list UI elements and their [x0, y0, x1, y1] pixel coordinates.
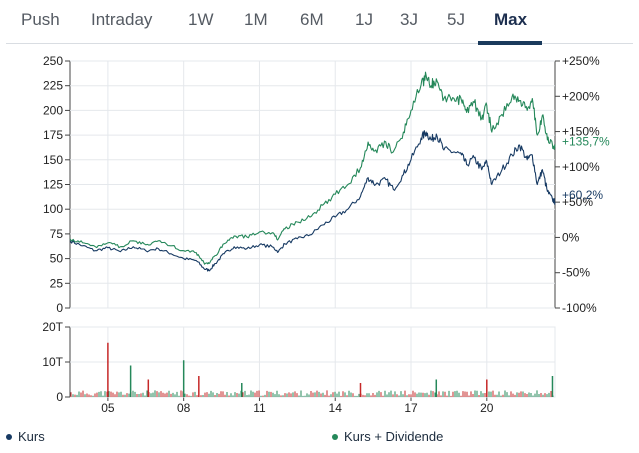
y2-tick-label: +100%: [562, 160, 600, 174]
y2-tick-label: +150%: [562, 125, 600, 139]
tab-intraday[interactable]: Intraday: [91, 10, 153, 29]
series-line-kurs-dividende: [69, 71, 556, 265]
y-tick-label: 250: [43, 54, 63, 68]
y-tick-label: 125: [43, 178, 63, 192]
y2-tick-label: -100%: [562, 301, 597, 315]
y2-tick-label: +250%: [562, 54, 600, 68]
tab-3j[interactable]: 3J: [400, 10, 418, 29]
x-tick-label: 08: [177, 401, 191, 415]
y-tick-label: 50: [50, 252, 64, 266]
tab-1j[interactable]: 1J: [355, 10, 373, 29]
volume-tick-label: 10T: [42, 355, 63, 369]
kurs-dividende-dot-icon: [332, 433, 338, 440]
volume-tick-label: 0: [56, 390, 63, 404]
x-tick-label: 14: [329, 401, 343, 415]
legend-item-kurs[interactable]: Kurs: [6, 429, 45, 444]
y-tick-label: 175: [43, 128, 63, 142]
y-tick-label: 200: [43, 103, 63, 117]
legend-label-kurs: Kurs: [18, 429, 45, 444]
tabbar-divider: [6, 43, 633, 44]
tab-push[interactable]: Push: [21, 10, 60, 29]
end-label-kurs: +60,2%: [562, 188, 603, 202]
tab-1w[interactable]: 1W: [188, 10, 214, 29]
y2-tick-label: 0%: [562, 230, 580, 244]
x-tick-label: 17: [404, 401, 418, 415]
x-tick-label: 20: [480, 401, 494, 415]
tab-1m[interactable]: 1M: [244, 10, 268, 29]
x-tick-label: 11: [253, 401, 266, 415]
y-tick-label: 225: [43, 79, 63, 93]
tab-max[interactable]: Max: [494, 10, 528, 29]
y2-tick-label: +50%: [562, 195, 593, 209]
end-label-kurs-dividende: +135,7%: [562, 135, 610, 149]
period-tabbar: Push Intraday 1W 1M 6M 1J 3J 5J Max: [0, 0, 639, 46]
series-line-kurs: [69, 130, 556, 272]
y2-tick-label: -50%: [562, 266, 590, 280]
active-tab-indicator: [478, 41, 542, 45]
y-tick-label: 25: [50, 276, 64, 290]
y-tick-label: 150: [43, 153, 63, 167]
tab-5j[interactable]: 5J: [447, 10, 465, 29]
kurs-dot-icon: [6, 433, 12, 440]
volume-tick-label: 20T: [42, 320, 63, 334]
y-tick-label: 0: [56, 301, 63, 315]
y2-tick-label: +200%: [562, 89, 600, 103]
legend-label-kurs-dividende: Kurs + Dividende: [344, 429, 444, 444]
y-tick-label: 75: [50, 227, 64, 241]
y-tick-label: 100: [43, 202, 63, 216]
legend-item-kurs-dividende[interactable]: Kurs + Dividende: [332, 429, 443, 444]
x-tick-label: 05: [101, 401, 115, 415]
tab-6m[interactable]: 6M: [300, 10, 324, 29]
